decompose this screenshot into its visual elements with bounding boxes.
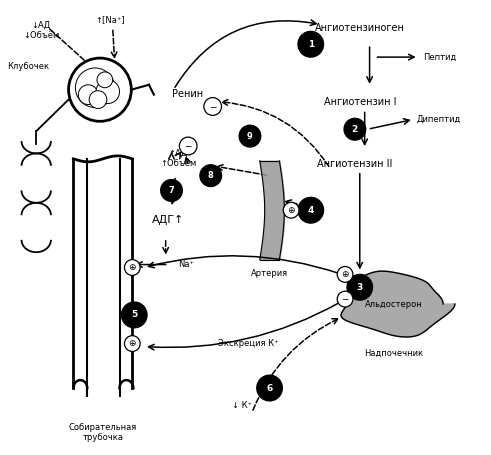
Circle shape <box>204 98 221 116</box>
Text: −: − <box>341 295 349 303</box>
Text: Альдостерон: Альдостерон <box>365 299 423 308</box>
Circle shape <box>298 31 324 57</box>
Circle shape <box>89 91 107 108</box>
Text: Ангиотензин II: Ангиотензин II <box>317 159 393 169</box>
Text: ↓ К⁺: ↓ К⁺ <box>232 401 252 410</box>
Circle shape <box>200 165 221 187</box>
Text: ↑[Na⁺]: ↑[Na⁺] <box>95 15 125 24</box>
Text: 7: 7 <box>168 186 174 195</box>
Text: Ангиотензиноген: Ангиотензиноген <box>315 23 405 33</box>
FancyArrowPatch shape <box>175 20 316 87</box>
Polygon shape <box>341 271 455 337</box>
Text: ⊕: ⊕ <box>287 206 295 215</box>
Circle shape <box>239 125 261 147</box>
Circle shape <box>179 137 197 155</box>
Circle shape <box>347 274 373 300</box>
Circle shape <box>337 291 353 307</box>
FancyArrowPatch shape <box>286 200 321 210</box>
Circle shape <box>257 375 282 401</box>
FancyArrowPatch shape <box>148 256 339 273</box>
FancyArrowPatch shape <box>253 319 338 410</box>
Circle shape <box>344 118 366 140</box>
Text: Надпочечник: Надпочечник <box>364 349 424 358</box>
Text: Клубочек: Клубочек <box>7 62 50 71</box>
FancyArrowPatch shape <box>357 173 362 268</box>
Circle shape <box>69 58 131 121</box>
Text: 6: 6 <box>267 384 273 393</box>
Circle shape <box>96 80 119 104</box>
Text: 4: 4 <box>307 206 314 215</box>
Text: 2: 2 <box>352 125 358 134</box>
Text: 8: 8 <box>208 171 214 180</box>
Circle shape <box>79 85 98 105</box>
Text: ↓АД
↓Объём: ↓АД ↓Объём <box>23 20 59 40</box>
Text: ⊕: ⊕ <box>129 263 136 272</box>
FancyArrowPatch shape <box>222 100 329 167</box>
Text: 1: 1 <box>308 40 314 49</box>
Text: ⊕: ⊕ <box>129 339 136 348</box>
Text: АДГ↑: АДГ↑ <box>152 215 185 225</box>
Text: −: − <box>185 142 192 151</box>
Circle shape <box>298 197 324 223</box>
Circle shape <box>283 202 299 218</box>
Text: Экскреция К⁺: Экскреция К⁺ <box>218 339 278 348</box>
Circle shape <box>76 68 114 107</box>
Text: Дипептид: Дипептид <box>417 115 461 124</box>
Text: Артерия: Артерия <box>251 269 288 278</box>
Text: Собирательная
трубочка: Собирательная трубочка <box>69 423 137 442</box>
Text: ⊕: ⊕ <box>341 270 349 279</box>
FancyArrowPatch shape <box>149 303 340 350</box>
Text: 3: 3 <box>356 283 363 292</box>
Text: 9: 9 <box>247 131 253 141</box>
Text: Ренин: Ренин <box>171 89 203 99</box>
Text: ↑АД
↑Объём: ↑АД ↑Объём <box>160 149 196 168</box>
Text: Ангиотензин I: Ангиотензин I <box>324 96 396 106</box>
Circle shape <box>124 260 140 275</box>
Circle shape <box>124 336 140 351</box>
Circle shape <box>121 302 147 328</box>
Circle shape <box>161 180 182 201</box>
Circle shape <box>337 267 353 282</box>
Text: 5: 5 <box>131 310 137 319</box>
Circle shape <box>97 72 113 88</box>
Text: Пептид: Пептид <box>424 53 457 61</box>
Text: −: − <box>209 102 217 111</box>
Text: Na⁺: Na⁺ <box>178 260 194 269</box>
